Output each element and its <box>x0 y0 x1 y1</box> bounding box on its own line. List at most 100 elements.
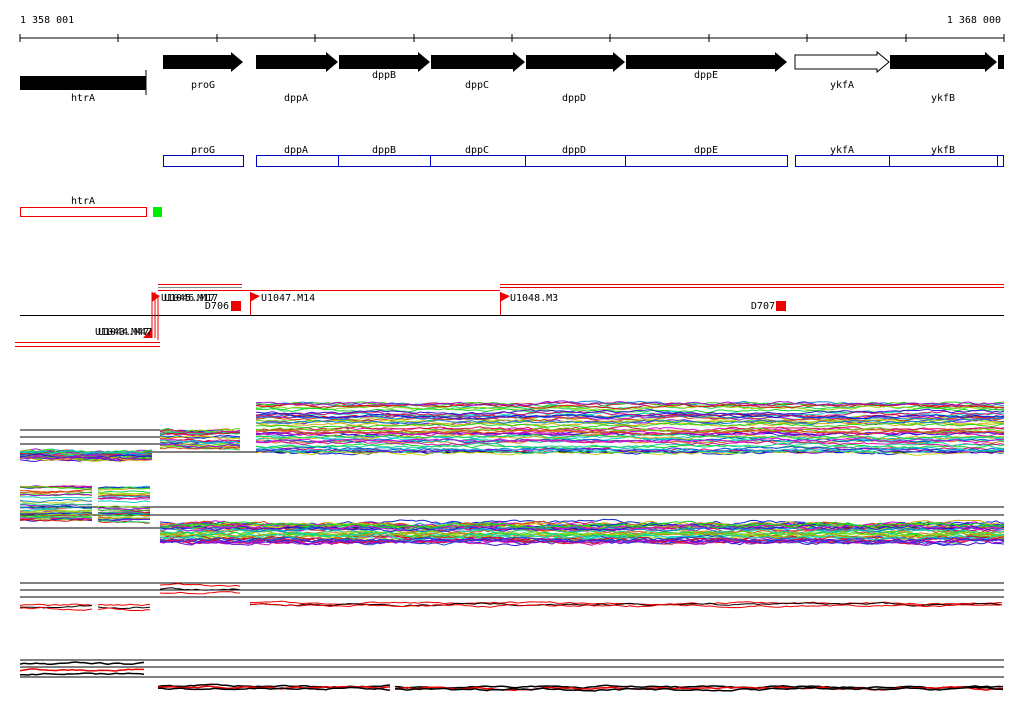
trace <box>97 507 150 511</box>
trace <box>159 535 1005 544</box>
trace <box>97 505 150 509</box>
transcript-track <box>15 284 1004 347</box>
gene-arrow <box>256 52 338 72</box>
cds-label: proG <box>191 145 215 156</box>
trace <box>97 511 151 515</box>
trace <box>19 492 93 497</box>
trace <box>255 426 1005 434</box>
trace <box>255 400 1005 407</box>
trace <box>20 510 93 514</box>
cds-label: dppA <box>284 145 308 156</box>
gene-label: ykfB <box>931 93 955 104</box>
trace <box>255 418 1005 426</box>
gene-arrow <box>794 50 890 74</box>
cds-label: dppC <box>465 145 489 156</box>
trace <box>159 591 241 595</box>
transcript-label: U1043.M47 <box>95 327 149 338</box>
trace <box>20 672 145 676</box>
trace <box>97 513 151 517</box>
trace <box>255 417 1005 426</box>
trace <box>97 607 150 612</box>
trace <box>19 606 93 611</box>
cds-track <box>163 155 1004 167</box>
ruler <box>19 34 1005 42</box>
trace <box>157 686 391 691</box>
trace <box>249 601 1003 608</box>
trace <box>255 422 1005 429</box>
trace <box>255 428 1005 436</box>
trace <box>159 443 241 449</box>
trace <box>159 587 241 591</box>
ruler-start: 1 358 001 <box>20 15 74 26</box>
trace <box>255 408 1005 416</box>
gene-label: dppC <box>465 80 489 91</box>
trace <box>255 436 1005 444</box>
trace <box>19 449 152 455</box>
trace <box>255 402 1005 410</box>
trace <box>159 524 1005 533</box>
trace <box>159 583 241 587</box>
transcript-label: U1048.M3 <box>510 293 558 304</box>
gene-arrow <box>163 52 243 72</box>
cds-label: dppE <box>694 145 718 156</box>
trace <box>19 500 93 504</box>
trace <box>19 496 93 499</box>
transcript-label: D707 <box>751 301 775 312</box>
trace <box>159 432 241 437</box>
trace <box>159 429 241 435</box>
trace <box>159 430 241 435</box>
cds-label: ykfA <box>830 145 854 156</box>
gene-label: dppA <box>284 93 308 104</box>
trace <box>19 452 153 458</box>
trace <box>19 516 93 520</box>
trace <box>255 415 1005 423</box>
gene-arrow <box>526 52 625 72</box>
promoter-mark <box>153 207 162 217</box>
operon-label: htrA <box>71 196 95 207</box>
trace <box>20 505 93 509</box>
trace <box>19 486 93 490</box>
operon-box <box>20 207 147 217</box>
trace <box>255 447 1005 454</box>
transcript-label: U1046.M17 <box>164 293 218 304</box>
transcript-label: U1044.M47 <box>98 327 152 338</box>
trace <box>97 520 151 524</box>
transcript-label: U1047.M14 <box>261 293 315 304</box>
trace <box>249 603 1003 609</box>
trace <box>19 498 93 503</box>
trace <box>159 532 1005 542</box>
trace <box>97 496 151 500</box>
gene-arrow <box>339 52 430 72</box>
trace <box>255 404 1005 412</box>
trace <box>98 516 151 520</box>
trace <box>159 439 241 444</box>
trace <box>159 520 1005 529</box>
transcript-label: D706 <box>205 301 229 312</box>
gene-bar <box>20 76 146 90</box>
trace <box>255 430 1005 437</box>
gene-label: ykfA <box>830 80 854 91</box>
trace <box>19 493 93 497</box>
trace <box>394 686 1004 692</box>
gene-track <box>20 50 1004 95</box>
trace <box>19 668 144 672</box>
trace <box>19 517 93 522</box>
trace <box>97 500 151 504</box>
cds-label: dppD <box>562 145 586 156</box>
trace <box>20 605 93 609</box>
trace <box>19 515 93 518</box>
trace <box>19 503 93 506</box>
gene-arrow <box>626 52 787 72</box>
gene-label: proG <box>191 80 215 91</box>
trace <box>159 435 240 440</box>
gene-label: dppD <box>562 93 586 104</box>
cds-label: ykfB <box>931 145 955 156</box>
trace <box>97 603 151 607</box>
trace <box>19 603 93 607</box>
trace <box>19 661 145 666</box>
trace <box>255 433 1004 440</box>
gene-arrow <box>890 52 997 72</box>
trace <box>20 516 93 519</box>
